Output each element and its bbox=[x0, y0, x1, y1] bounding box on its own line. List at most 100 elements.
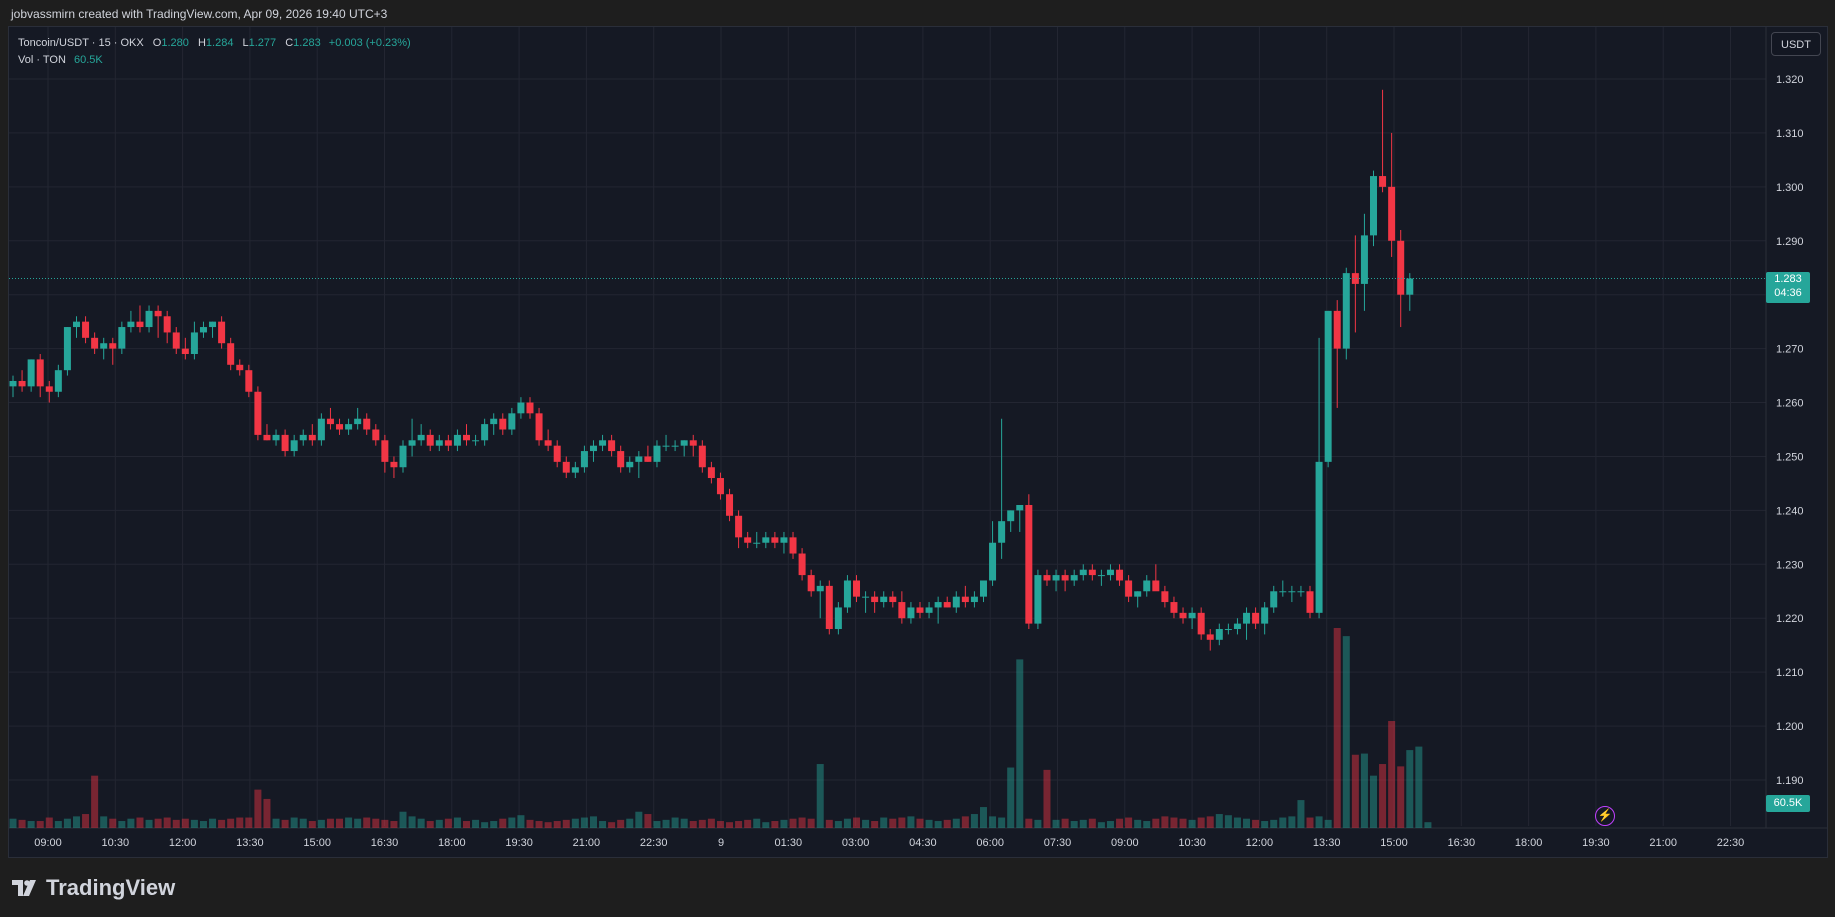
volume-bar bbox=[989, 816, 997, 828]
candle-body bbox=[762, 537, 770, 543]
x-tick-label: 22:30 bbox=[1717, 837, 1745, 849]
volume-bar bbox=[1161, 816, 1169, 828]
volume-bar bbox=[880, 817, 888, 828]
x-tick-label: 06:00 bbox=[976, 837, 1004, 849]
candle-body bbox=[390, 461, 398, 468]
volume-bar bbox=[508, 817, 516, 828]
candle-body bbox=[199, 327, 207, 333]
candle-body bbox=[871, 596, 879, 603]
candle-body bbox=[263, 434, 271, 441]
y-tick-label: 1.270 bbox=[1776, 344, 1804, 356]
candle-body bbox=[36, 359, 44, 387]
volume-bar bbox=[653, 821, 661, 828]
volume-bar bbox=[535, 821, 543, 828]
candle-body bbox=[363, 418, 371, 430]
price-axis: 1.3201.3101.3001.2901.2801.2701.2601.250… bbox=[1776, 74, 1804, 787]
candle-body bbox=[435, 440, 443, 446]
x-tick-label: 16:30 bbox=[1448, 837, 1476, 849]
volume-bar bbox=[889, 818, 897, 828]
volume-tag: 60.5K bbox=[1766, 795, 1810, 812]
x-tick-label: 15:00 bbox=[1380, 837, 1408, 849]
volume-bar bbox=[1397, 766, 1405, 828]
volume-bar bbox=[753, 818, 761, 828]
x-tick-label: 18:00 bbox=[1515, 837, 1543, 849]
candle-body bbox=[680, 440, 688, 446]
candle-body bbox=[671, 445, 679, 447]
candle-body bbox=[1406, 278, 1414, 295]
candle-body bbox=[254, 391, 262, 435]
volume-bar bbox=[744, 819, 752, 828]
volume-bar bbox=[589, 816, 597, 828]
volume-bar bbox=[970, 814, 978, 828]
volume-bar bbox=[481, 822, 489, 828]
volume-bar bbox=[490, 821, 498, 828]
currency-button[interactable]: USDT bbox=[1771, 32, 1821, 56]
candle-body bbox=[571, 467, 579, 473]
volume-bar bbox=[1079, 819, 1087, 828]
bolt-icon[interactable]: ⚡ bbox=[1595, 806, 1615, 826]
y-tick-label: 1.250 bbox=[1776, 451, 1804, 463]
volume-bar bbox=[372, 818, 380, 828]
high-value: 1.284 bbox=[205, 37, 234, 49]
open-label: O bbox=[152, 37, 162, 49]
volume-bar bbox=[635, 811, 643, 828]
y-tick-label: 1.210 bbox=[1776, 667, 1804, 679]
candle-body bbox=[898, 602, 906, 619]
volume-bar bbox=[1125, 817, 1133, 828]
volume-bar bbox=[109, 818, 117, 828]
chart-frame[interactable] bbox=[8, 26, 1828, 858]
volume-bar bbox=[163, 817, 171, 828]
candle-body bbox=[426, 434, 434, 446]
volume-bar bbox=[1279, 817, 1287, 828]
volume-bar bbox=[63, 818, 71, 828]
volume-bar bbox=[263, 798, 271, 828]
volume-bar bbox=[1342, 636, 1350, 828]
candle-body bbox=[1143, 580, 1151, 592]
volume-bar bbox=[9, 818, 17, 828]
candle-body bbox=[934, 602, 942, 608]
volume-bar bbox=[1179, 818, 1187, 828]
volume-bar bbox=[834, 821, 842, 828]
volume-bar bbox=[843, 818, 851, 828]
candle-body bbox=[1243, 612, 1251, 624]
volume-bar bbox=[898, 817, 906, 828]
volume-bar bbox=[1188, 819, 1196, 828]
candle-body bbox=[272, 434, 280, 441]
candle-body bbox=[970, 596, 978, 603]
candle-body bbox=[444, 440, 452, 446]
volume-bar bbox=[181, 818, 189, 828]
candle-body bbox=[72, 321, 80, 328]
candle-body bbox=[453, 434, 461, 446]
candle-body bbox=[163, 316, 171, 333]
top-bar: jobvassmirn created with TradingView.com… bbox=[0, 0, 1835, 26]
volume-bar bbox=[1034, 819, 1042, 828]
volume-bar bbox=[571, 818, 579, 828]
volume-bar bbox=[1070, 821, 1078, 828]
volume-bar bbox=[726, 822, 734, 828]
y-tick-label: 1.290 bbox=[1776, 236, 1804, 248]
volume-bar bbox=[961, 816, 969, 828]
volume-bar bbox=[1152, 818, 1160, 828]
volume-bar bbox=[716, 821, 724, 828]
volume-bar bbox=[517, 815, 525, 828]
candle-body bbox=[580, 451, 588, 468]
candle-body bbox=[27, 359, 35, 387]
volume-bar bbox=[444, 818, 452, 828]
candle-body bbox=[18, 380, 26, 387]
volume-bar bbox=[299, 818, 307, 828]
candle-body bbox=[726, 494, 734, 516]
volume-bar bbox=[526, 819, 534, 828]
last-price-value: 1.283 bbox=[1774, 273, 1802, 285]
y-tick-label: 1.230 bbox=[1776, 559, 1804, 571]
volume-bar bbox=[1224, 815, 1232, 828]
candle-body bbox=[662, 445, 670, 447]
candle-body bbox=[1370, 176, 1377, 236]
candle-body bbox=[1206, 634, 1214, 640]
x-tick-label: 13:30 bbox=[236, 837, 264, 849]
volume-bar bbox=[626, 818, 634, 828]
volume-bar bbox=[599, 821, 607, 828]
volume-bar bbox=[408, 816, 416, 828]
candle-body bbox=[463, 434, 470, 441]
candle-body bbox=[943, 602, 951, 608]
